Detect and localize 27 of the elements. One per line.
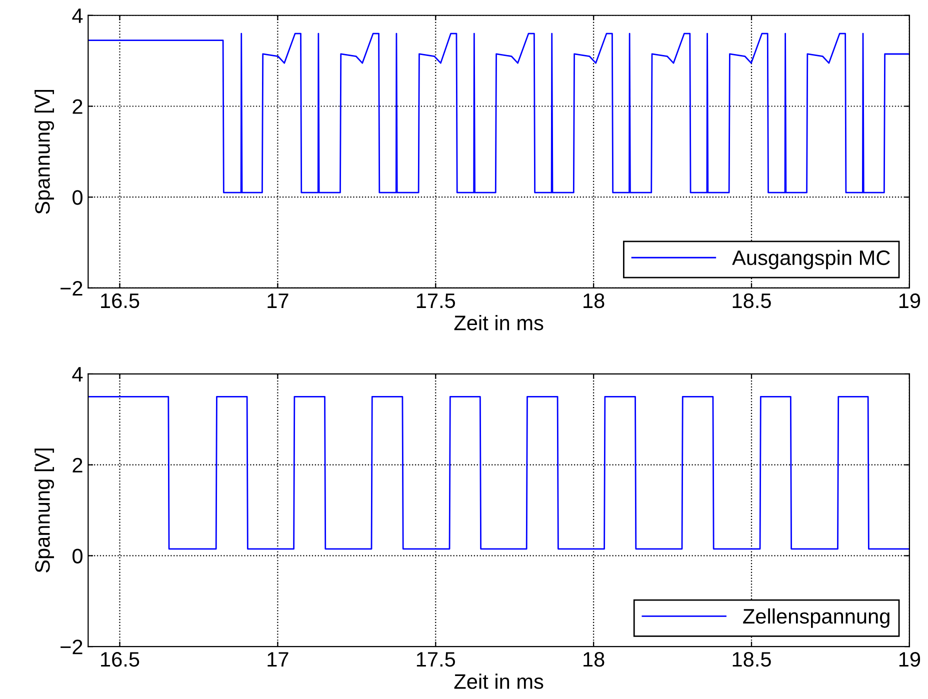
x-tick-label: 17.5: [416, 652, 456, 667]
y-tick-label: 4: [72, 367, 83, 382]
x-tick-label: 17.5: [416, 294, 456, 308]
line-series: [88, 32, 910, 194]
x-tick-label: 19: [899, 293, 920, 308]
legend-label: Ausgangspin MC: [732, 250, 890, 270]
x-axis-title: Zeit in ms: [454, 315, 544, 330]
y-tick-label: 4: [72, 8, 83, 23]
y-axis-title: Spannung [V]: [34, 448, 54, 572]
x-axis-title: Zeit in ms: [454, 674, 544, 689]
y-tick-label: 0: [72, 548, 82, 564]
x-tick-label: 19: [899, 652, 920, 667]
x-tick-label: 18.5: [732, 652, 771, 667]
y-tick-label: 0: [72, 190, 82, 205]
x-tick-label: 16.5: [101, 652, 140, 667]
y-tick-label: 2: [72, 99, 82, 114]
legend-label: Zellenspannung: [743, 608, 890, 628]
y-axis-title: Spannung [V]: [34, 90, 54, 214]
y-tick-label: −2: [60, 280, 82, 296]
x-tick-label: 18: [584, 293, 604, 308]
x-tick-label: 17: [268, 652, 288, 667]
y-tick-label: −2: [60, 640, 82, 654]
x-tick-label: 16.5: [101, 293, 140, 308]
y-tick-label: 2: [72, 458, 82, 472]
x-tick-label: 17: [268, 294, 288, 308]
x-tick-label: 18.5: [732, 293, 771, 308]
x-tick-label: 18: [584, 652, 604, 667]
